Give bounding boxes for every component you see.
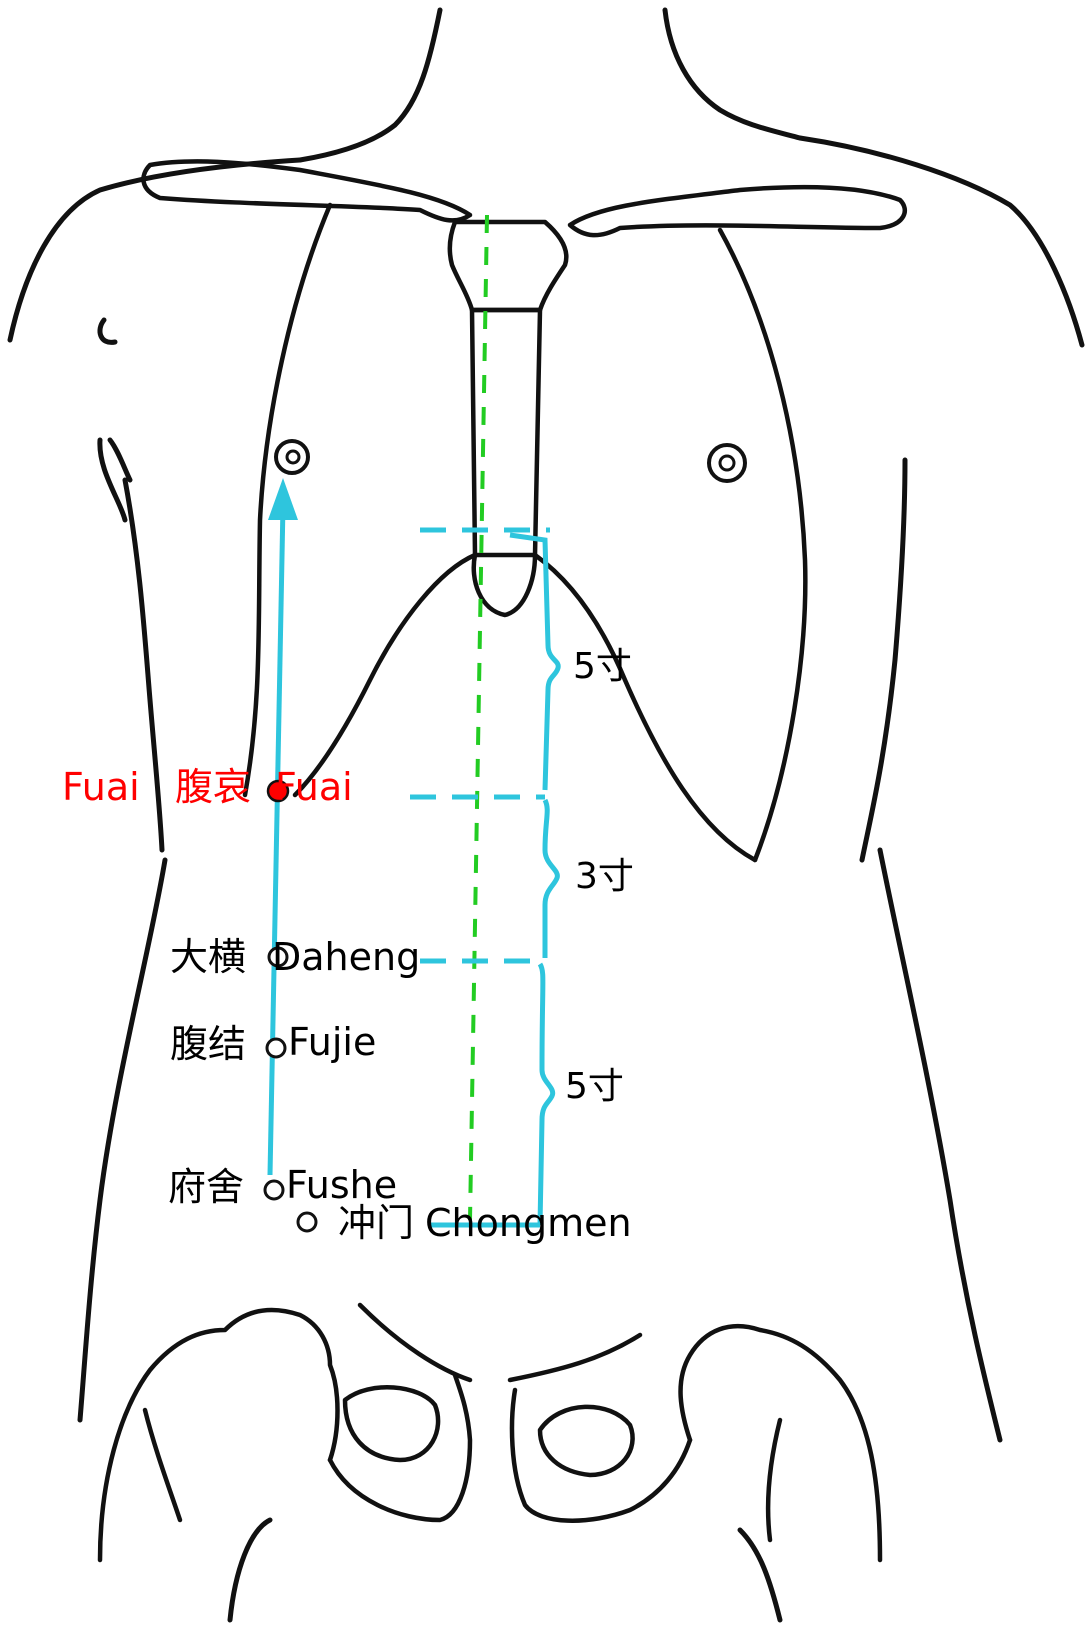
daheng-pinyin: Daheng: [272, 935, 420, 979]
left-axilla-line: [97, 437, 128, 523]
measurement-guides: [267, 504, 561, 1228]
cun-label-middle: 3寸: [575, 856, 634, 897]
cun-label-lower: 5寸: [565, 1066, 624, 1107]
chongmen-point-marker: [296, 1211, 318, 1233]
left-nipple: [274, 439, 310, 475]
right-clavicle: [567, 184, 907, 238]
bracket-5cun-lower: [537, 962, 556, 1226]
right-ilium-inner: [765, 1417, 783, 1543]
right-femur: [737, 1527, 783, 1623]
ribcage-left-outer: [242, 202, 333, 798]
xiphoid-process: [471, 552, 538, 618]
right-nipple: [707, 443, 747, 483]
mammillary-guide-line: [267, 504, 286, 1176]
left-clavicle: [141, 159, 473, 223]
fujie-point-marker: [265, 1037, 287, 1059]
right-waist-line: [877, 847, 1003, 1443]
chongmen-hanzi: 冲门: [338, 1201, 414, 1245]
ribcage-right-outer: [717, 227, 808, 863]
inguinal-left: [357, 1302, 473, 1383]
left-flank-line: [122, 477, 165, 853]
bracket-5cun-upper: [509, 532, 561, 791]
neck-right-line: [662, 7, 803, 141]
neck-left-line: [297, 7, 443, 163]
left-waist-line: [77, 857, 168, 1423]
left-pubis: [327, 1372, 473, 1523]
point-labels: 大横 Daheng 腹结 Fujie 府舍 Fushe 冲门 Chongmen: [168, 935, 632, 1245]
skeleton: [141, 159, 907, 863]
left-obturator: [342, 1385, 441, 1463]
chongmen-pinyin: Chongmen: [425, 1201, 632, 1245]
left-ilium-inner: [142, 1407, 183, 1523]
cun-labels: 5寸 3寸 5寸: [565, 646, 634, 1107]
fuai-labels: Fuai 腹哀 Fuai: [62, 765, 353, 809]
fushe-hanzi: 府舍: [168, 1165, 244, 1209]
fuai-point-marker: [266, 779, 290, 803]
fuai-pinyin-left: Fuai: [62, 765, 140, 809]
anterior-midline: [468, 214, 489, 1221]
fushe-pinyin: Fushe: [286, 1163, 397, 1207]
fushe-point-marker: [263, 1179, 285, 1201]
costal-arch-left: [292, 552, 478, 798]
costal-arch-right: [532, 552, 758, 863]
fujie-pinyin: Fujie: [288, 1020, 376, 1064]
left-femur: [227, 1517, 273, 1623]
fuai-pinyin-right: Fuai: [275, 765, 353, 809]
right-shoulder-line: [797, 135, 1085, 348]
fuai-hanzi: 腹哀: [175, 765, 251, 809]
left-axilla-inner: [107, 437, 133, 483]
fujie-hanzi: 腹结: [170, 1022, 246, 1066]
left-arm-mark: [97, 317, 118, 345]
daheng-point-marker: [267, 946, 289, 968]
left-ilium: [97, 1307, 340, 1563]
inguinal-right: [507, 1332, 643, 1383]
right-ilium: [678, 1324, 883, 1563]
body-outline: [7, 7, 1085, 1443]
pelvis: [97, 1302, 883, 1623]
bracket-3cun: [542, 798, 560, 958]
upward-arrow-head: [268, 478, 298, 520]
right-obturator: [537, 1404, 635, 1478]
sternum-manubrium: [447, 219, 569, 313]
left-shoulder-line: [7, 157, 303, 343]
daheng-hanzi: 大横: [170, 935, 246, 979]
right-pubis: [509, 1387, 693, 1523]
right-flank-line: [859, 457, 908, 863]
cun-label-upper: 5寸: [573, 646, 632, 687]
